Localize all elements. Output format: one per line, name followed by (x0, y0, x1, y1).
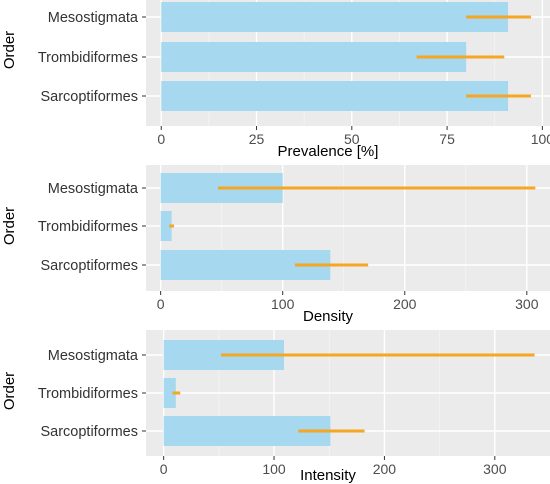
category-label: Mesostigmata (48, 10, 139, 26)
x-tick-label: 50 (344, 131, 360, 147)
x-tick-label: 75 (439, 131, 455, 147)
x-tick-label: 100 (271, 296, 295, 312)
bar-trombidiformes (163, 378, 176, 408)
x-tick-label: 0 (157, 131, 165, 147)
x-tick-label: 300 (515, 296, 539, 312)
chart-panel-3: Mesostigmata Trombidiformes Sarcoptiformes… (1, 330, 550, 484)
y-axis-title: Order (1, 372, 18, 410)
x-tick-label: 300 (483, 461, 507, 477)
x-axis-title: Density (303, 308, 354, 325)
chart-panel-2: Mesostigmata Trombidiformes Sarcoptiformes… (1, 165, 550, 325)
chart-panel-1: Mesostigmata Trombidiformes Sarcoptiformes… (1, 0, 550, 160)
x-tick-label: 200 (373, 461, 397, 477)
y-axis-title: Order (1, 207, 18, 245)
x-tick-label: 200 (393, 296, 417, 312)
y-axis-title: Order (1, 31, 18, 69)
category-label: Sarcoptiformes (40, 89, 138, 105)
category-label: Sarcoptiformes (40, 424, 138, 440)
x-tick-label: 100 (531, 131, 550, 147)
x-tick-label: 0 (160, 461, 168, 477)
x-tick-label: 0 (157, 296, 165, 312)
x-tick-label: 25 (249, 131, 265, 147)
x-tick-label: 100 (262, 461, 286, 477)
x-axis-title: Prevalence [%] (278, 143, 379, 160)
category-label: Trombidiformes (38, 386, 138, 402)
x-axis-title: Intensity (300, 467, 356, 484)
category-label: Sarcoptiformes (40, 258, 138, 274)
bar-sarcoptiformes (161, 81, 509, 111)
category-label: Trombidiformes (38, 219, 138, 235)
bar-trombidiformes (160, 211, 172, 241)
category-label: Mesostigmata (48, 348, 139, 364)
bar-trombidiformes (161, 42, 467, 72)
category-label: Mesostigmata (48, 181, 139, 197)
category-label: Trombidiformes (38, 50, 138, 66)
bar-mesostigmata (161, 2, 509, 32)
